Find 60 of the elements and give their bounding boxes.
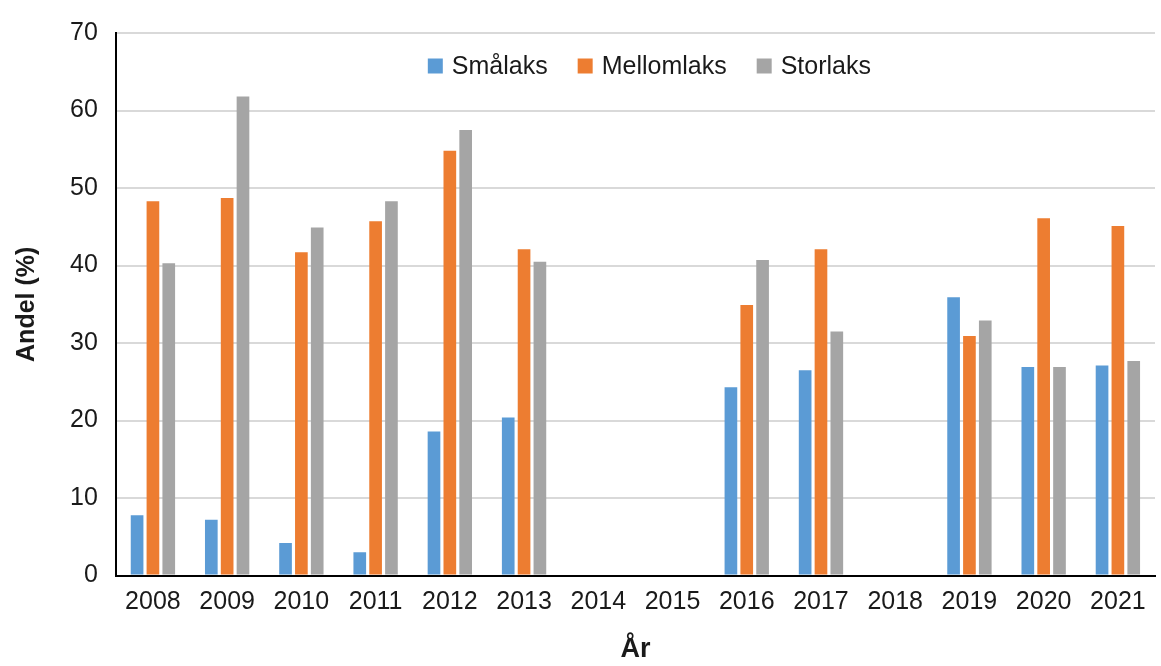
- y-tick-label: 40: [70, 249, 98, 278]
- bar: [814, 249, 828, 575]
- bar: [830, 331, 844, 575]
- x-tick-label: 2017: [793, 586, 849, 615]
- y-tick-label: 0: [83, 559, 98, 588]
- bar: [385, 201, 398, 575]
- bar: [756, 260, 769, 575]
- bar: [501, 417, 515, 575]
- bar: [1053, 367, 1066, 575]
- x-tick-label: 2012: [422, 586, 478, 615]
- bar: [798, 370, 812, 575]
- bar: [427, 431, 441, 575]
- x-tick-label: 2018: [867, 586, 924, 615]
- bar: [459, 129, 472, 575]
- bar: [353, 552, 367, 575]
- y-tick-label: 30: [70, 326, 98, 355]
- y-tick-label: 70: [70, 16, 98, 45]
- x-tick-label: 2011: [348, 586, 403, 615]
- bar: [310, 227, 324, 575]
- x-axis-title: År: [620, 632, 651, 664]
- bar: [963, 336, 976, 575]
- y-tick-label: 50: [70, 171, 98, 200]
- bar: [533, 261, 547, 575]
- bar: [295, 252, 308, 575]
- y-tick-label: 20: [70, 404, 98, 433]
- x-tick-label: 2010: [273, 586, 330, 615]
- bar: [162, 263, 176, 575]
- bar: [1095, 365, 1109, 575]
- bar: [947, 297, 960, 575]
- bar: [978, 320, 992, 575]
- x-tick-label: 2013: [496, 586, 552, 615]
- x-tick-label: 2008: [125, 586, 181, 615]
- y-tick-label: 60: [70, 94, 98, 123]
- bar: [1021, 367, 1035, 575]
- bar: [146, 201, 160, 575]
- x-tick-label: 2015: [644, 586, 701, 615]
- bar: [236, 96, 250, 575]
- x-tick-label: 2009: [199, 586, 255, 615]
- x-tick-label: 2020: [1015, 586, 1072, 615]
- x-tick-label: 2019: [941, 586, 998, 615]
- x-tick-label: 2021: [1090, 586, 1146, 615]
- bar: [740, 305, 754, 575]
- bar: [130, 515, 144, 575]
- bar: [1127, 360, 1141, 575]
- bar: [279, 543, 292, 575]
- bar: [443, 150, 457, 575]
- bar: [724, 387, 738, 575]
- bar: [1111, 226, 1125, 575]
- legend-label: Smålaks: [451, 50, 548, 79]
- x-tick-label: 2016: [718, 586, 775, 615]
- x-tick-label: 2014: [570, 586, 627, 615]
- y-axis-title: Andel (%): [10, 246, 39, 362]
- bar: [220, 198, 234, 575]
- bar: [204, 519, 218, 575]
- legend-label: Storlaks: [780, 50, 872, 79]
- bar: [369, 221, 382, 575]
- legend-label: Mellomlaks: [601, 50, 727, 79]
- bar: [1037, 218, 1050, 575]
- bar: [517, 249, 531, 575]
- y-tick-label: 10: [70, 481, 98, 510]
